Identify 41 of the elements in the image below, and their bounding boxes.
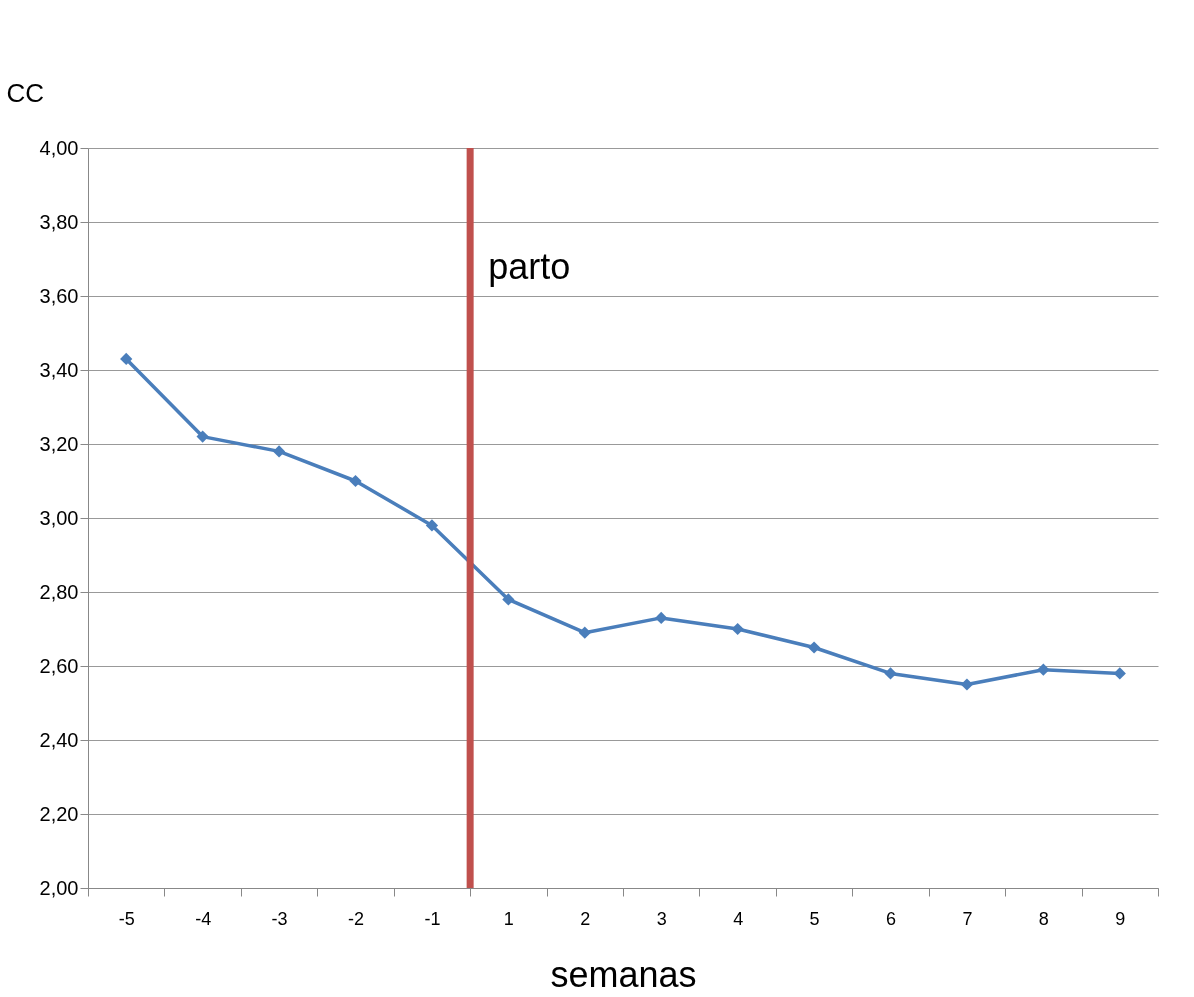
y-tick-label: 2,80 — [39, 580, 79, 603]
x-tick-label: 7 — [962, 908, 973, 929]
y-tick-label: 2,20 — [39, 802, 79, 825]
point — [425, 519, 439, 532]
x-tick-label: 3 — [656, 908, 667, 929]
point — [349, 474, 362, 488]
y-tick-label: 3,60 — [39, 284, 79, 307]
point — [655, 611, 668, 625]
x-axis-title: semanas — [550, 953, 697, 995]
point — [196, 430, 209, 443]
point — [578, 626, 591, 639]
point — [884, 667, 897, 680]
x-tick-label: 1 — [503, 908, 514, 929]
x-tick-label: 5 — [809, 908, 820, 929]
x-tick-label: 9 — [1115, 908, 1126, 929]
y-tick-label: 3,80 — [39, 210, 79, 233]
x-tick-label: -5 — [118, 908, 135, 929]
y-tick-label: 2,40 — [39, 728, 79, 751]
x-tick-label: 8 — [1038, 908, 1049, 929]
x-tick-label: 6 — [885, 908, 897, 929]
x-tick-label: -2 — [347, 908, 365, 929]
y-tick-label: 4,00 — [39, 136, 79, 159]
x-tick-label: -1 — [424, 908, 441, 929]
point — [960, 678, 974, 691]
y-tick-label: 3,40 — [39, 358, 79, 381]
point — [1037, 663, 1050, 676]
ref-line-label: parto — [488, 246, 571, 287]
point — [120, 352, 133, 366]
point — [502, 593, 515, 606]
point — [807, 641, 821, 654]
y-axis-title: CC — [6, 77, 45, 108]
x-tick-label: 2 — [580, 908, 591, 929]
y-tick-label: 2,00 — [39, 876, 79, 899]
y-tick-label: 3,00 — [39, 506, 79, 529]
y-tick-label: 2,60 — [39, 654, 79, 677]
point — [272, 445, 286, 458]
x-tick-label: 4 — [733, 908, 744, 929]
y-tick-label: 3,20 — [39, 432, 79, 455]
x-tick-label: -4 — [195, 908, 212, 929]
x-tick-label: -3 — [271, 908, 288, 929]
point — [731, 622, 744, 636]
